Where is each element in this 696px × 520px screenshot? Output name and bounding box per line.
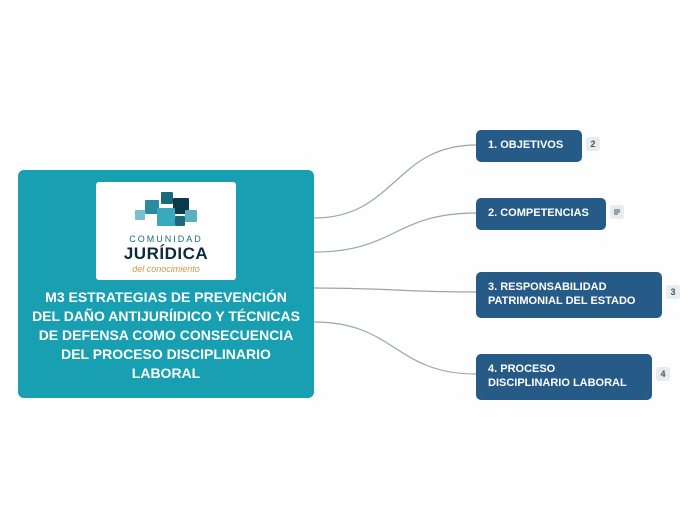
logo-text-comunidad: COMUNIDAD (102, 234, 230, 244)
mindmap-canvas: COMUNIDAD JURÍDICA del conocimiento M3 E… (0, 0, 696, 520)
connector (314, 288, 476, 292)
connector (314, 322, 476, 374)
child-count-badge[interactable]: 2 (586, 137, 600, 151)
branch-node-2[interactable]: 2. COMPETENCIAS (476, 198, 606, 230)
connector (314, 145, 476, 218)
root-title: M3 ESTRATEGIAS DE PREVENCIÓN DEL DAÑO AN… (32, 288, 300, 382)
logo-text-juridica: JURÍDICA (102, 244, 230, 264)
branch-label: 3. RESPONSABILIDAD PATRIMONIAL DEL ESTAD… (488, 281, 650, 309)
logo-box: COMUNIDAD JURÍDICA del conocimiento (96, 182, 236, 280)
root-node[interactable]: COMUNIDAD JURÍDICA del conocimiento M3 E… (18, 170, 314, 398)
logo-icon (131, 190, 201, 230)
child-count-badge[interactable]: 4 (656, 367, 670, 381)
connector (314, 213, 476, 252)
notes-icon[interactable] (610, 205, 624, 219)
branch-node-3[interactable]: 3. RESPONSABILIDAD PATRIMONIAL DEL ESTAD… (476, 272, 662, 318)
logo-text-del: del conocimiento (102, 264, 230, 274)
branch-node-1[interactable]: 1. OBJETIVOS (476, 130, 582, 162)
branch-node-4[interactable]: 4. PROCESO DISCIPLINARIO LABORAL (476, 354, 652, 400)
branch-label: 4. PROCESO DISCIPLINARIO LABORAL (488, 363, 640, 391)
branch-label: 2. COMPETENCIAS (488, 207, 589, 221)
child-count-badge[interactable]: 3 (666, 285, 680, 299)
branch-label: 1. OBJETIVOS (488, 139, 563, 153)
